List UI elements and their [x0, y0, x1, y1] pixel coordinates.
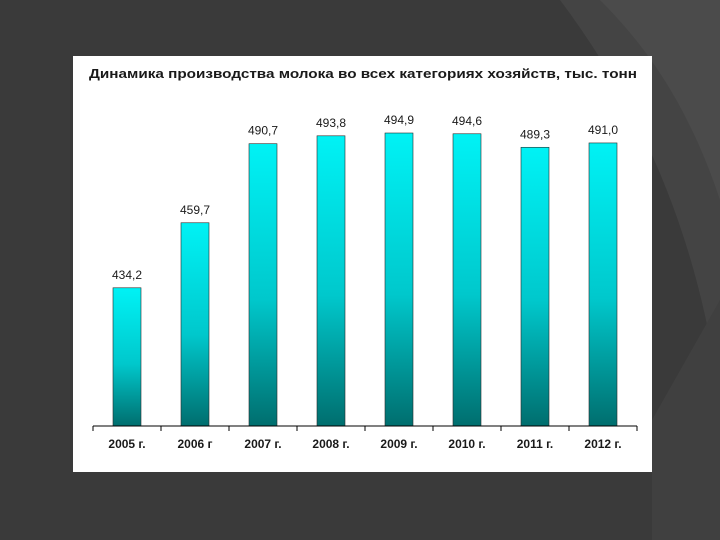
category-label-5: 2010 г.: [448, 437, 485, 451]
data-label-5: 494,6: [452, 114, 482, 128]
bar-1: [180, 222, 210, 427]
bars-group: 434,2 459,7 490,7 493,8 494,9 494,6 489,3 491,0: [112, 113, 618, 427]
category-label-0: 2005 г.: [108, 437, 145, 451]
bar-6: [520, 146, 550, 427]
category-label-3: 2008 г.: [312, 437, 349, 451]
chart-card: Динамика производства молока во всех кат…: [73, 56, 652, 472]
data-label-1: 459,7: [180, 203, 210, 217]
category-label-1: 2006 г: [177, 437, 212, 451]
data-label-3: 493,8: [316, 116, 346, 130]
category-label-4: 2009 г.: [380, 437, 417, 451]
bar-5: [452, 133, 482, 427]
bar-2: [248, 143, 278, 427]
category-label-6: 2011 г.: [517, 437, 554, 451]
data-label-2: 490,7: [248, 124, 278, 138]
x-axis-tick-labels: 2005 г. 2006 г 2007 г. 2008 г. 2009 г. 2010 г…: [108, 437, 621, 451]
chart-title: Динамика производства молока во всех кат…: [89, 66, 637, 81]
bar-4: [384, 132, 414, 427]
bar-3: [316, 135, 346, 427]
data-label-4: 494,9: [384, 113, 414, 127]
data-label-7: 491,0: [588, 123, 618, 137]
data-label-0: 434,2: [112, 268, 142, 282]
data-label-6: 489,3: [520, 127, 550, 141]
category-label-7: 2012 г.: [584, 437, 621, 451]
bar-chart: Динамика производства молока во всех кат…: [89, 66, 638, 451]
category-label-2: 2007 г.: [244, 437, 281, 451]
bar-0: [112, 287, 142, 427]
bar-7: [588, 142, 618, 427]
x-axis-ticks: [92, 426, 638, 431]
